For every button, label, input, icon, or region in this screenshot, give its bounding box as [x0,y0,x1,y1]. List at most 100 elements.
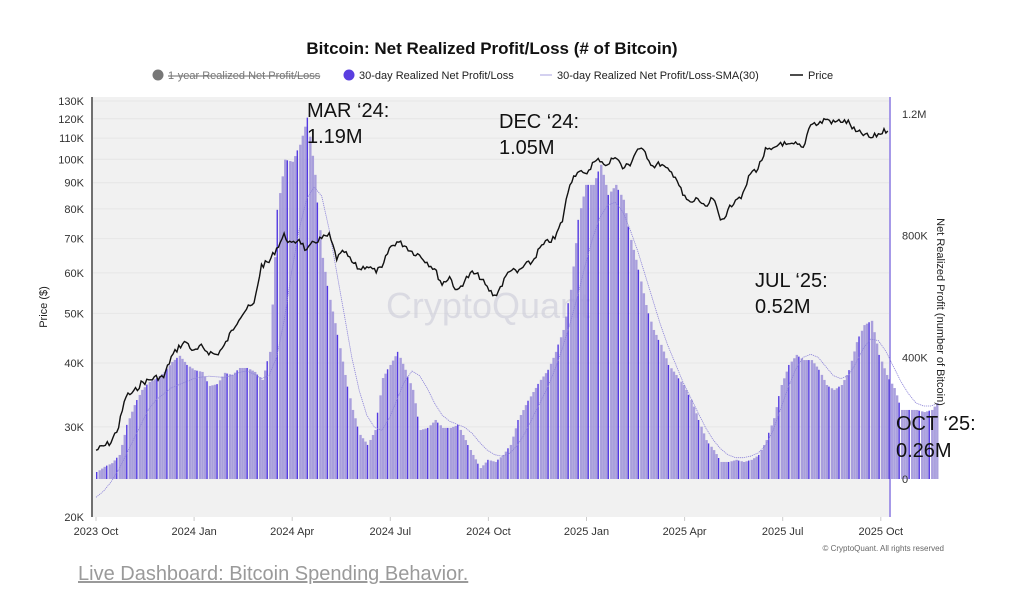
bar [775,407,778,479]
x-tick-label: 2025 Apr [663,526,707,538]
bar [667,364,670,479]
bar [459,429,463,479]
bar [559,337,563,479]
bar [251,370,254,479]
bar [640,281,643,479]
bar [860,330,864,479]
bar [675,374,678,479]
bar [494,461,498,479]
bar [198,371,202,479]
bar [810,360,814,479]
x-tick-label: 2025 Oct [858,526,903,538]
bar [176,357,178,479]
bar [259,377,262,479]
bar [284,159,287,480]
bar [253,371,257,479]
bar [763,445,766,479]
bar [487,459,489,479]
bar [116,457,118,479]
bar [921,411,924,479]
bar [213,384,217,479]
bar [552,357,555,479]
bar [517,419,519,479]
bar [742,461,746,479]
bar [447,427,449,479]
bar [106,465,108,479]
bar [830,388,834,479]
bar [512,436,515,479]
bar [161,373,164,479]
y-left-tick-label: 30K [64,422,84,434]
bar [439,425,442,479]
bar [600,164,603,480]
bar [800,358,804,479]
bar [354,418,357,479]
legend-item-sma[interactable]: 30-day Realized Net Profit/Loss-SMA(30) [540,70,759,82]
bar [196,370,198,479]
legend-item-price[interactable]: Price [790,70,833,82]
annotation-jul-25-line2: 0.52M [755,296,811,318]
bar [670,368,673,479]
bar [108,464,111,479]
bar [467,445,469,479]
bar [900,409,904,479]
bar [103,466,106,479]
bar [880,361,884,479]
bar [111,463,114,479]
bar [341,361,345,479]
legend-item-30day[interactable]: 30-day Realized Net Profit/Loss [343,69,515,83]
bar [203,376,207,479]
bar [702,433,706,479]
bar [158,375,162,479]
live-dashboard-link[interactable]: Live Dashboard: Bitcoin Spending Behavio… [78,563,469,585]
y-left-tick-label: 80K [64,204,84,216]
bar [615,184,618,479]
bar [126,424,128,479]
bar [918,410,920,479]
bar [389,364,392,479]
bar [888,379,890,479]
bar [755,456,758,479]
bar [452,426,455,479]
bar [590,184,593,479]
bar [635,259,638,479]
bar [610,191,613,479]
bar [579,208,583,479]
bar [138,394,142,479]
bar [778,396,780,479]
bar [502,454,505,479]
bar [695,413,698,479]
bar [554,351,558,479]
bar [419,430,422,479]
bar [933,406,936,479]
bar [727,461,730,479]
legend-item-1year[interactable]: 1-year Realized Net Profit/Loss [152,69,321,83]
annotation-mar-24-line2: 1.19M [307,126,363,148]
bar [655,334,658,479]
bar [910,409,914,479]
bar [542,376,545,479]
bar [391,360,395,479]
bar [838,386,840,479]
bar [311,155,315,479]
bar [622,199,626,479]
bar [469,450,473,479]
bar [186,364,188,479]
bar [241,367,244,479]
bar [547,369,549,479]
y-left-tick-label: 130K [58,96,84,108]
bar [151,380,154,479]
bar [905,409,909,479]
bar [685,389,688,479]
bar [712,450,716,479]
bar [472,454,475,479]
bar [735,459,738,479]
copyright: © CryptoQuant. All rights reserved [823,544,945,553]
bar [356,426,359,479]
bar [823,379,826,479]
bar [231,374,234,479]
bar [243,367,247,479]
bar [427,427,429,479]
bar [499,457,503,479]
